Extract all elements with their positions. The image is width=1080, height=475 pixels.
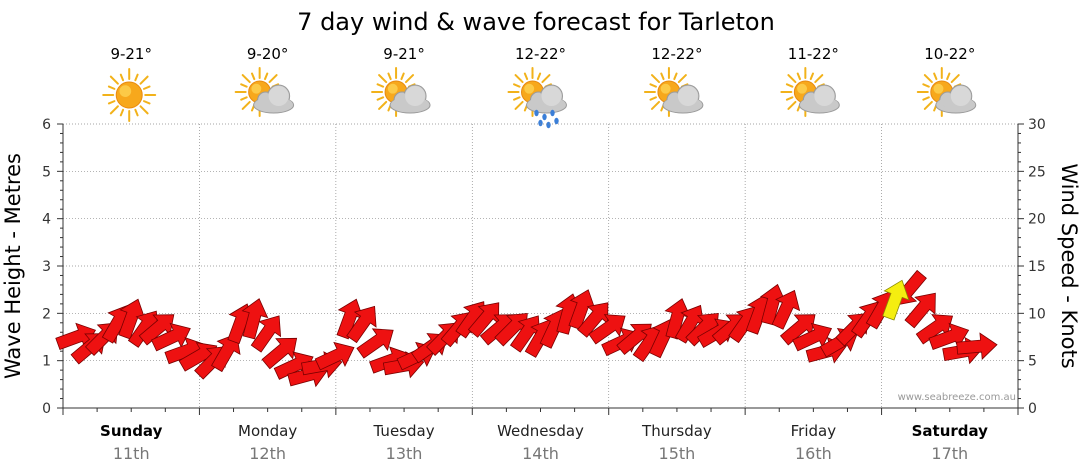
wind-arrow[interactable] (956, 332, 998, 361)
chart-title: 7 day wind & wave forecast for Tarleton (297, 8, 775, 36)
day-label-thursday: Thursday (641, 422, 712, 440)
day-label-sunday: Sunday (100, 422, 163, 440)
wind-arrow-current[interactable] (876, 276, 914, 322)
day-label-monday: Monday (238, 422, 297, 440)
wind-arrow[interactable] (585, 305, 633, 349)
sun-cloud-rain-icon (507, 67, 567, 129)
wind-arrow[interactable] (463, 294, 509, 341)
wind-arrow[interactable] (246, 308, 290, 356)
day-temp-wednesday: 12-22° (515, 45, 566, 63)
wind-arrows (55, 269, 998, 388)
wind-arrow[interactable] (258, 328, 305, 374)
day-date-friday: 16th (795, 444, 832, 463)
left-tick-label: 5 (42, 164, 51, 180)
left-axis-title: Wave Height - Metres (1, 153, 25, 379)
wind-arrow[interactable] (790, 317, 837, 357)
right-tick-label: 5 (1028, 354, 1037, 370)
day-temp-thursday: 12-22° (651, 45, 702, 63)
day-date-wednesday: 14th (522, 444, 559, 463)
wind-arrow[interactable] (900, 285, 946, 332)
day-date-saturday: 17th (931, 444, 968, 463)
wind-arrow[interactable] (341, 299, 385, 347)
day-date-sunday: 11th (113, 444, 150, 463)
day-date-monday: 12th (249, 444, 286, 463)
day-temp-tuesday: 9-21° (383, 45, 425, 63)
right-tick-label: 10 (1028, 306, 1046, 322)
credit-text[interactable]: www.seabreeze.com.au (898, 392, 1016, 403)
day-temp-monday: 9-20° (247, 45, 289, 63)
left-tick-label: 6 (42, 117, 51, 133)
sun-icon (102, 68, 157, 122)
day-headers: 9-21° 9-20° 9-21° 12-22° 12-22° 11-22° 10-22° (102, 45, 977, 129)
day-labels: Sunday 11th Monday 12th Tuesday 13th Wednesday… (100, 422, 988, 463)
right-tick-label: 20 (1028, 212, 1046, 228)
chart-axes: 0 1 2 3 4 5 6 0 5 10 15 20 25 30 (42, 117, 1046, 417)
left-tick-label: 0 (42, 401, 51, 417)
day-date-tuesday: 13th (386, 444, 423, 463)
day-label-wednesday: Wednesday (497, 422, 584, 440)
left-tick-label: 2 (42, 306, 51, 322)
sun-cloud-icon (643, 67, 704, 117)
wind-arrow[interactable] (205, 327, 248, 375)
left-tick-label: 4 (42, 212, 51, 228)
sun-cloud-icon (916, 67, 977, 117)
day-label-saturday: Saturday (912, 422, 989, 440)
left-tick-label: 3 (42, 259, 51, 275)
wind-arrow[interactable] (353, 320, 401, 364)
day-temp-saturday: 10-22° (924, 45, 975, 63)
wind-arrow[interactable] (236, 295, 271, 340)
sun-cloud-icon (780, 67, 840, 117)
day-label-friday: Friday (791, 422, 837, 440)
day-date-thursday: 15th (659, 444, 696, 463)
left-tick-label: 1 (42, 354, 51, 370)
sun-cloud-icon (234, 67, 295, 117)
wind-arrow[interactable] (766, 285, 806, 332)
wind-arrow[interactable] (312, 336, 359, 376)
day-temp-sunday: 9-21° (110, 45, 152, 63)
right-tick-label: 25 (1028, 164, 1046, 180)
day-temp-friday: 11-22° (788, 45, 839, 63)
right-axis-title: Wind Speed - Knots (1057, 163, 1080, 368)
right-tick-label: 0 (1028, 401, 1037, 417)
right-tick-label: 15 (1028, 259, 1046, 275)
wind-arrow[interactable] (112, 295, 150, 341)
day-label-tuesday: Tuesday (373, 422, 435, 440)
sun-cloud-icon (371, 67, 431, 117)
right-tick-label: 30 (1028, 117, 1046, 133)
